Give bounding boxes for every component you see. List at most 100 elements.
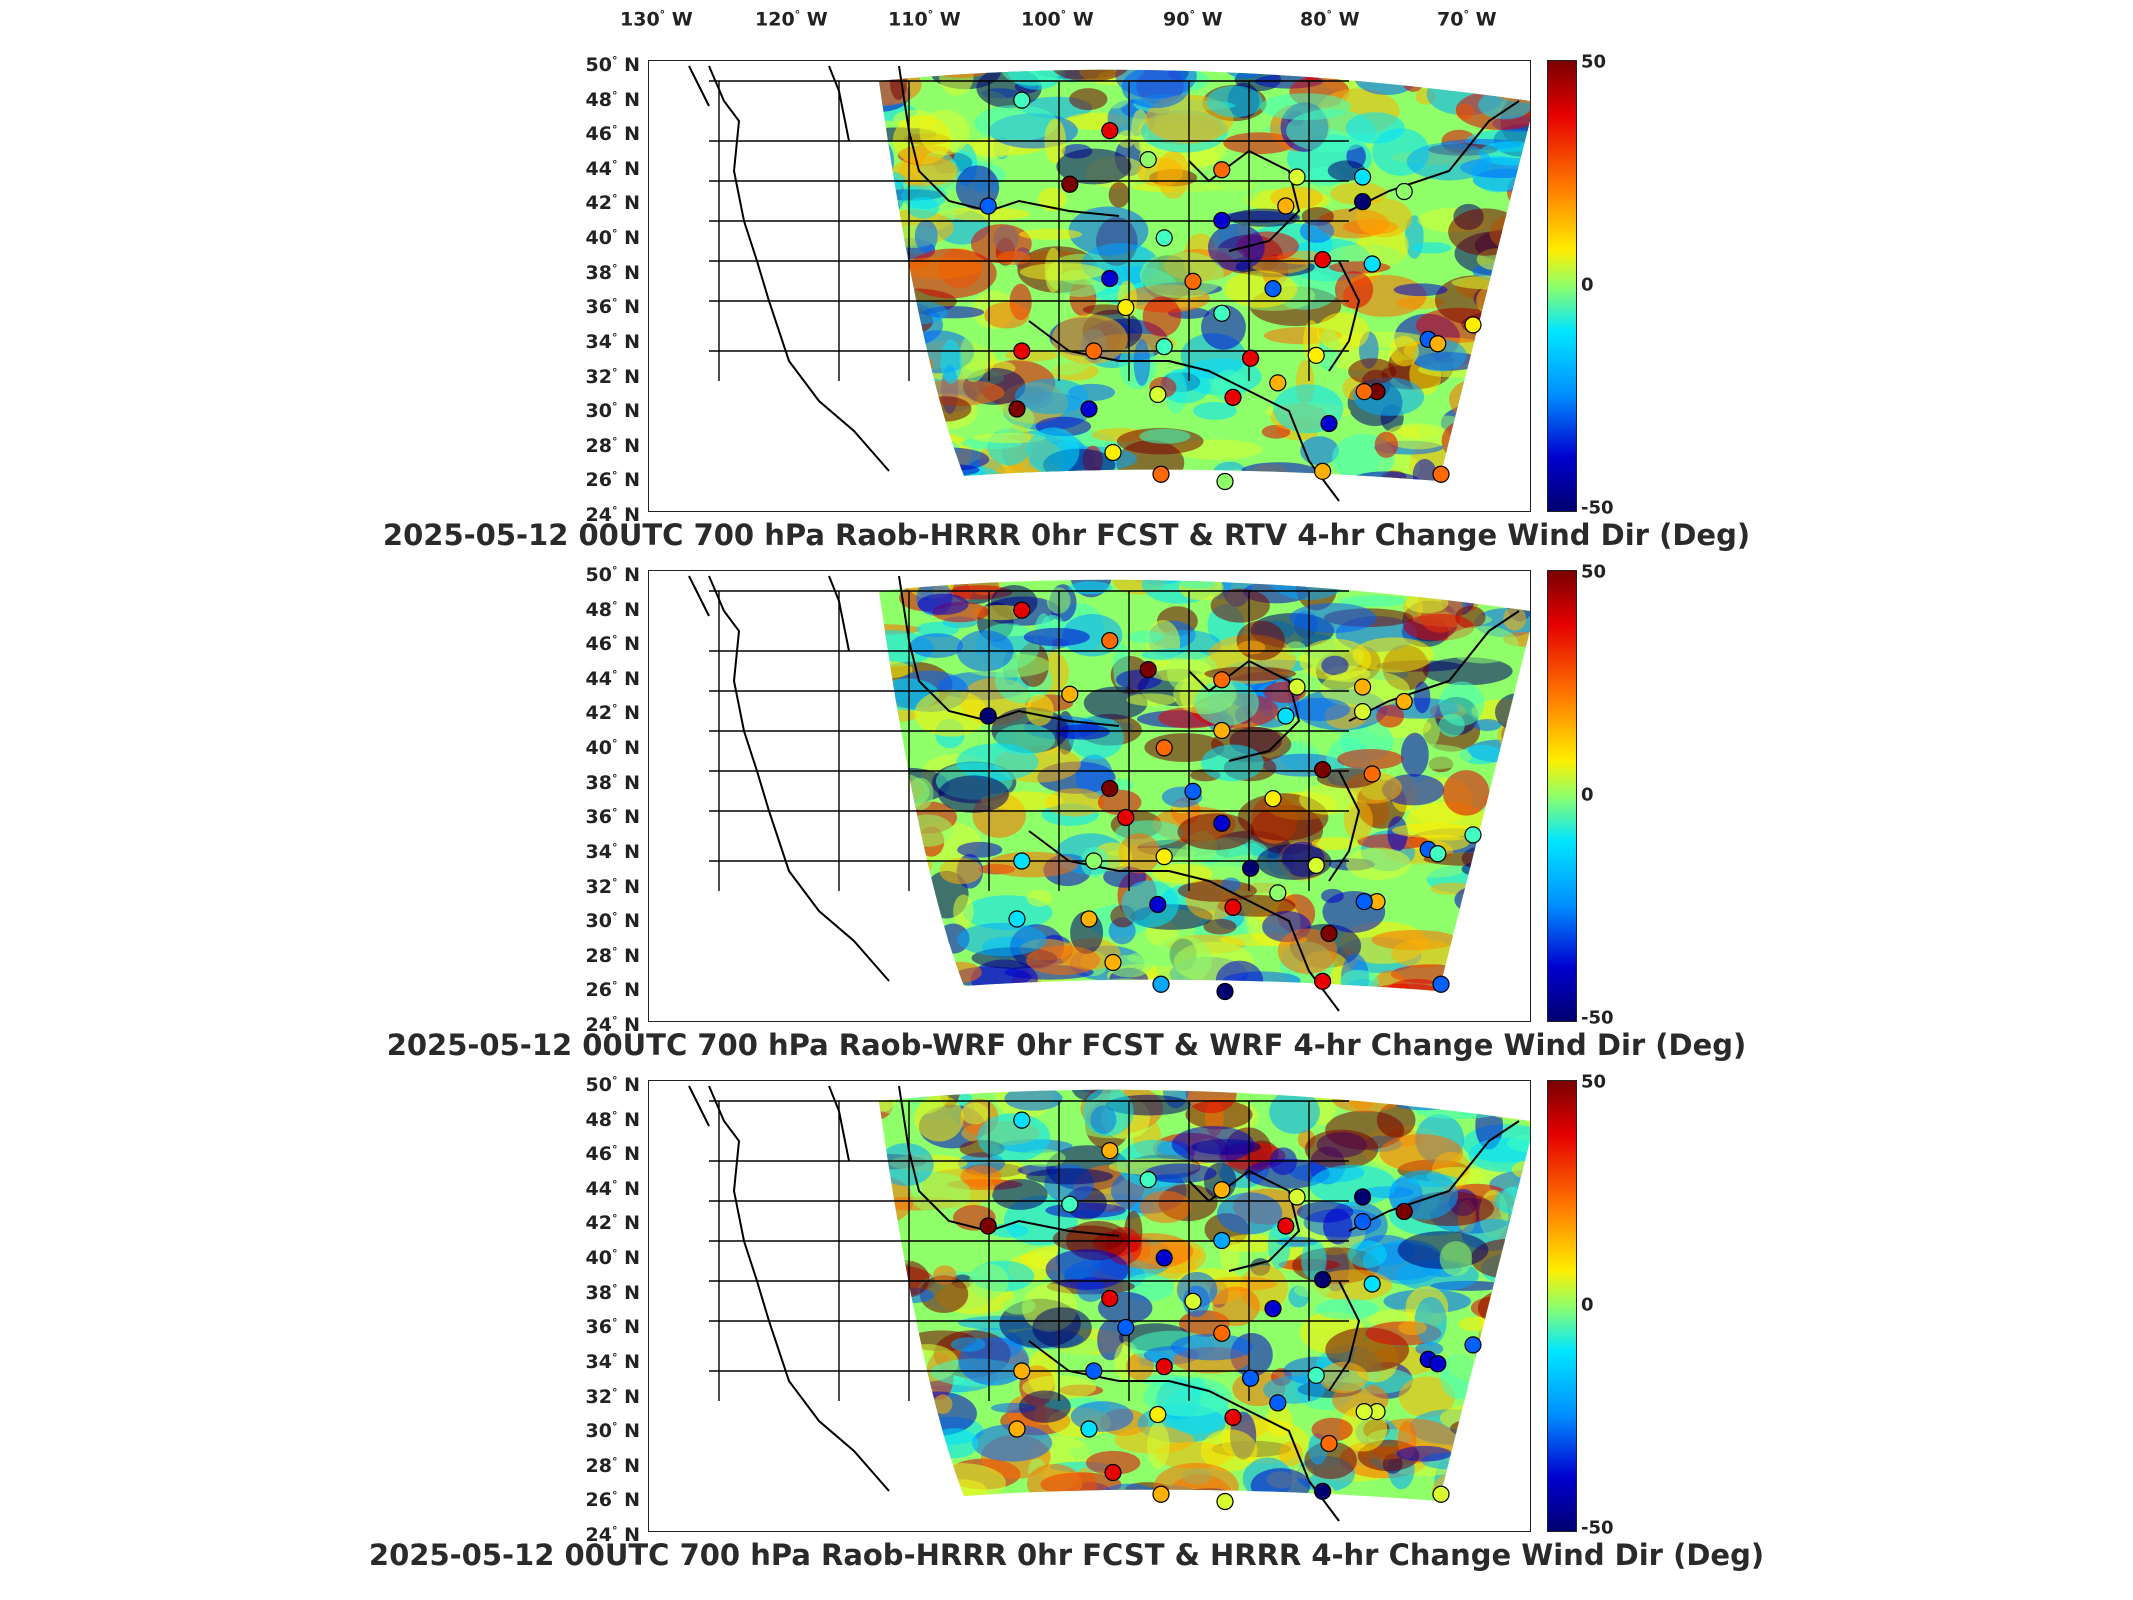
raob-station-marker[interactable] xyxy=(1307,1366,1325,1384)
raob-station-marker[interactable] xyxy=(1184,272,1202,290)
raob-station-marker[interactable] xyxy=(1395,182,1413,201)
raob-station-marker[interactable] xyxy=(1139,150,1157,169)
raob-station-marker[interactable] xyxy=(1264,790,1282,808)
raob-station-marker[interactable] xyxy=(1155,1358,1173,1376)
raob-station-marker[interactable] xyxy=(1117,1318,1135,1337)
raob-station-marker[interactable] xyxy=(1216,472,1234,491)
raob-station-marker[interactable] xyxy=(1061,175,1079,193)
raob-station-marker[interactable] xyxy=(1432,465,1450,483)
raob-station-marker[interactable] xyxy=(1355,1403,1373,1421)
raob-station-marker[interactable] xyxy=(1241,349,1260,367)
raob-station-marker[interactable] xyxy=(1432,975,1450,993)
raob-station-marker[interactable] xyxy=(1363,765,1381,783)
raob-station-marker[interactable] xyxy=(1080,910,1098,928)
raob-station-marker[interactable] xyxy=(1432,1485,1450,1503)
raob-station-marker[interactable] xyxy=(1155,848,1173,866)
raob-station-marker[interactable] xyxy=(1117,808,1135,827)
raob-station-marker[interactable] xyxy=(1085,852,1103,870)
raob-station-marker[interactable] xyxy=(1101,1289,1119,1308)
raob-station-marker[interactable] xyxy=(1464,826,1482,844)
raob-station-marker[interactable] xyxy=(1224,898,1242,916)
raob-station-marker[interactable] xyxy=(1264,280,1282,298)
raob-station-marker[interactable] xyxy=(1101,121,1119,140)
raob-station-marker[interactable] xyxy=(1241,1369,1260,1387)
raob-station-marker[interactable] xyxy=(1395,1202,1413,1221)
raob-station-marker[interactable] xyxy=(1363,255,1381,273)
raob-station-marker[interactable] xyxy=(1307,856,1325,874)
raob-station-marker[interactable] xyxy=(1288,168,1306,186)
raob-station-marker[interactable] xyxy=(1213,211,1231,230)
raob-station-marker[interactable] xyxy=(1353,193,1372,211)
raob-station-marker[interactable] xyxy=(1213,721,1231,740)
raob-station-marker[interactable] xyxy=(1320,414,1338,433)
wind-direction-map[interactable] xyxy=(648,1080,1531,1532)
raob-station-marker[interactable] xyxy=(1101,779,1119,798)
raob-station-marker[interactable] xyxy=(1277,1217,1295,1235)
raob-station-marker[interactable] xyxy=(1277,707,1295,725)
raob-station-marker[interactable] xyxy=(1429,335,1447,353)
raob-station-marker[interactable] xyxy=(1313,1271,1332,1289)
raob-station-marker[interactable] xyxy=(1013,91,1031,109)
raob-station-marker[interactable] xyxy=(1224,388,1242,406)
wind-direction-map[interactable] xyxy=(648,570,1531,1022)
raob-station-marker[interactable] xyxy=(1013,1111,1031,1129)
raob-station-marker[interactable] xyxy=(1269,1394,1287,1412)
raob-station-marker[interactable] xyxy=(1155,338,1173,356)
raob-station-marker[interactable] xyxy=(979,707,997,725)
raob-station-marker[interactable] xyxy=(1216,982,1234,1001)
raob-station-marker[interactable] xyxy=(1013,1362,1031,1380)
raob-station-marker[interactable] xyxy=(1353,168,1372,186)
raob-station-marker[interactable] xyxy=(1353,1213,1372,1231)
raob-station-marker[interactable] xyxy=(1269,884,1287,902)
raob-station-marker[interactable] xyxy=(1216,1492,1234,1511)
raob-station-marker[interactable] xyxy=(979,1217,997,1235)
raob-station-marker[interactable] xyxy=(1464,316,1482,334)
raob-station-marker[interactable] xyxy=(1353,678,1372,696)
raob-station-marker[interactable] xyxy=(1395,692,1413,711)
raob-station-marker[interactable] xyxy=(1313,251,1332,269)
wind-direction-map[interactable] xyxy=(648,60,1531,512)
raob-station-marker[interactable] xyxy=(1429,1355,1447,1373)
raob-station-marker[interactable] xyxy=(1224,1408,1242,1426)
raob-station-marker[interactable] xyxy=(1184,782,1202,800)
raob-station-marker[interactable] xyxy=(1213,671,1231,689)
raob-station-marker[interactable] xyxy=(1008,400,1026,418)
raob-station-marker[interactable] xyxy=(1061,1195,1079,1213)
raob-station-marker[interactable] xyxy=(1139,1170,1157,1189)
raob-station-marker[interactable] xyxy=(1213,1181,1231,1199)
raob-station-marker[interactable] xyxy=(1313,972,1332,990)
raob-station-marker[interactable] xyxy=(1320,1434,1338,1453)
raob-station-marker[interactable] xyxy=(1363,1275,1381,1293)
raob-station-marker[interactable] xyxy=(1213,1231,1231,1250)
raob-station-marker[interactable] xyxy=(1353,1188,1372,1206)
raob-station-marker[interactable] xyxy=(1313,462,1332,480)
raob-station-marker[interactable] xyxy=(1155,1249,1173,1267)
raob-station-marker[interactable] xyxy=(1155,229,1173,247)
raob-station-marker[interactable] xyxy=(1008,1420,1026,1438)
raob-station-marker[interactable] xyxy=(1155,739,1173,757)
raob-station-marker[interactable] xyxy=(1013,852,1031,870)
raob-station-marker[interactable] xyxy=(1152,465,1170,483)
raob-station-marker[interactable] xyxy=(1264,1300,1282,1318)
raob-station-marker[interactable] xyxy=(1213,814,1231,832)
raob-station-marker[interactable] xyxy=(1152,1485,1170,1503)
raob-station-marker[interactable] xyxy=(1104,443,1122,462)
raob-station-marker[interactable] xyxy=(1149,895,1167,914)
raob-station-marker[interactable] xyxy=(1149,1405,1167,1424)
raob-station-marker[interactable] xyxy=(1313,1482,1332,1500)
raob-station-marker[interactable] xyxy=(1313,761,1332,779)
raob-station-marker[interactable] xyxy=(1101,631,1119,650)
raob-station-marker[interactable] xyxy=(1008,910,1026,928)
raob-station-marker[interactable] xyxy=(1080,1420,1098,1438)
raob-station-marker[interactable] xyxy=(979,197,997,215)
raob-station-marker[interactable] xyxy=(1213,304,1231,322)
raob-station-marker[interactable] xyxy=(1085,342,1103,360)
raob-station-marker[interactable] xyxy=(1353,703,1372,721)
raob-station-marker[interactable] xyxy=(1149,385,1167,404)
raob-station-marker[interactable] xyxy=(1213,1324,1231,1342)
raob-station-marker[interactable] xyxy=(1013,342,1031,360)
raob-station-marker[interactable] xyxy=(1104,953,1122,972)
raob-station-marker[interactable] xyxy=(1139,660,1157,679)
raob-station-marker[interactable] xyxy=(1429,845,1447,863)
raob-station-marker[interactable] xyxy=(1061,685,1079,703)
